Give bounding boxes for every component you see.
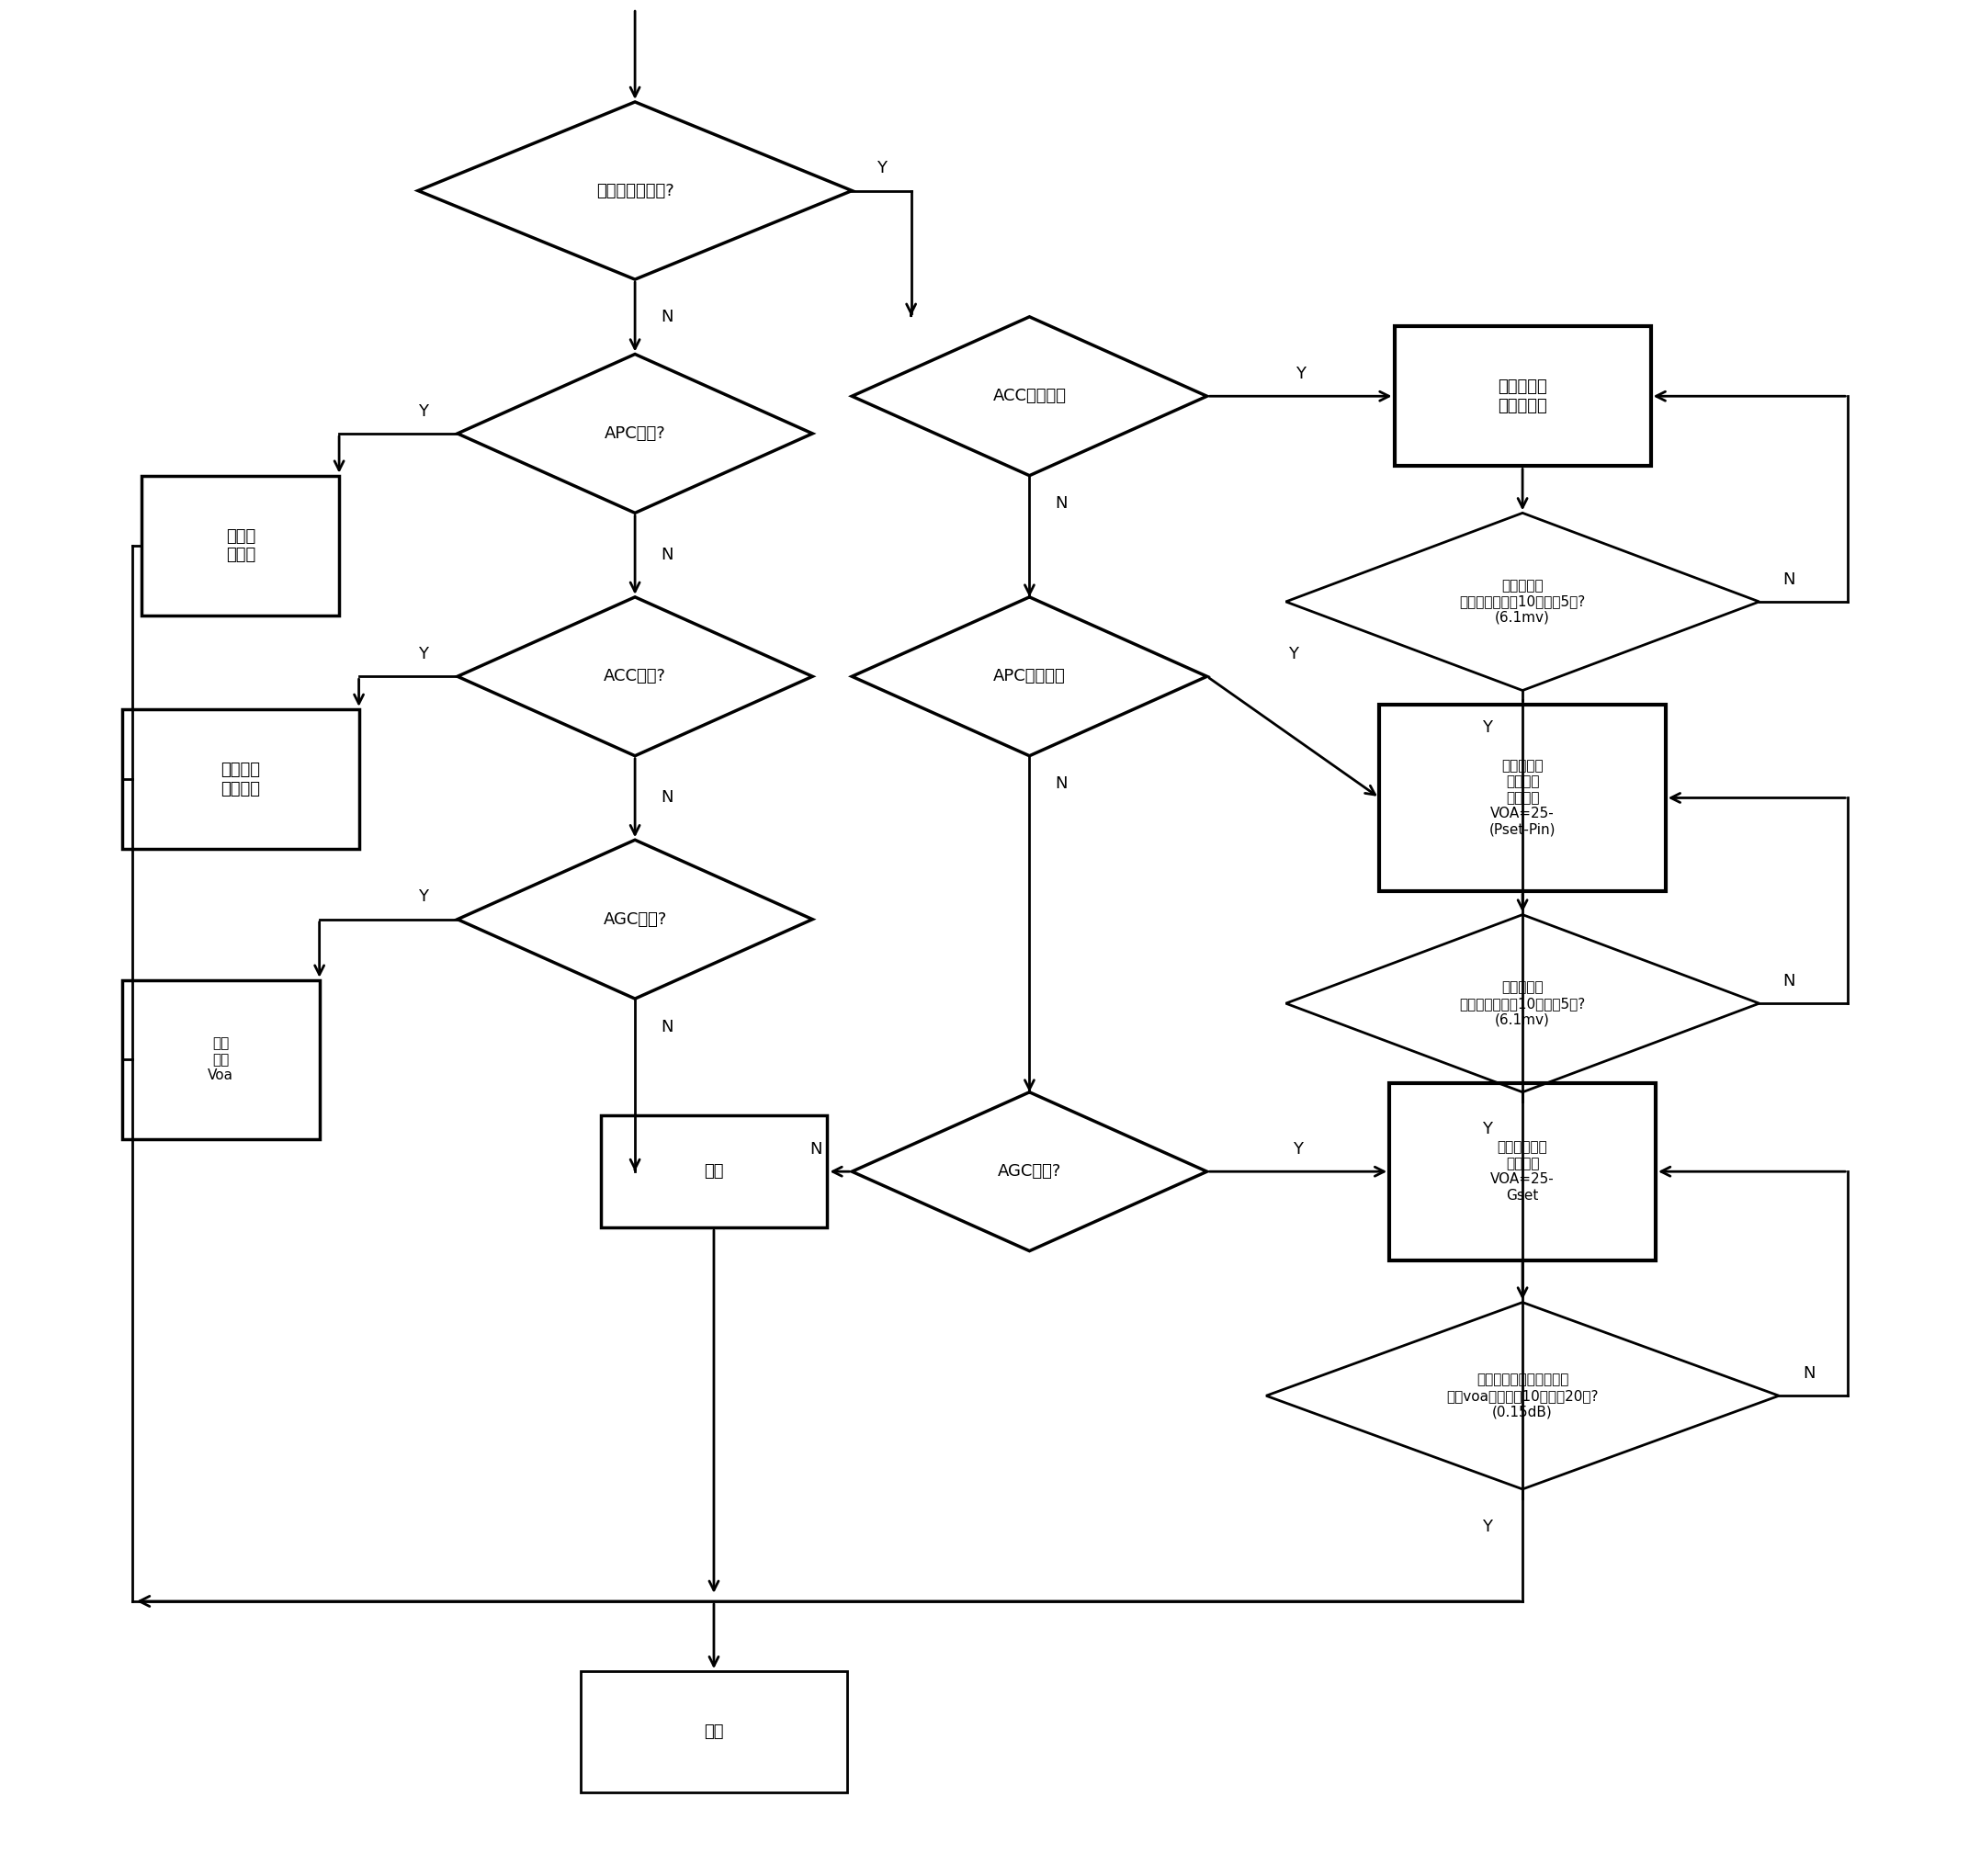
Text: N: N bbox=[661, 790, 673, 807]
Bar bbox=[123, 709, 358, 850]
Bar bbox=[600, 1116, 828, 1227]
Text: APC模式设置: APC模式设置 bbox=[994, 668, 1065, 685]
Text: N: N bbox=[1782, 972, 1796, 989]
Text: 关泵: 关泵 bbox=[705, 1163, 725, 1180]
Bar bbox=[123, 979, 319, 1139]
Text: N: N bbox=[1055, 495, 1067, 512]
Text: 上位机模式设置?: 上位机模式设置? bbox=[596, 182, 673, 199]
Text: 泵浦电流与
设置値偏差连续10个小于5码?
(6.1mv): 泵浦电流与 设置値偏差连续10个小于5码? (6.1mv) bbox=[1459, 580, 1586, 625]
Text: Y: Y bbox=[1481, 720, 1493, 735]
Text: APC模式?: APC模式? bbox=[604, 426, 665, 443]
Text: N: N bbox=[661, 1019, 673, 1036]
Text: Y: Y bbox=[418, 645, 428, 662]
Text: Y: Y bbox=[1295, 366, 1305, 383]
Bar bbox=[1380, 705, 1665, 891]
Text: ACC模式设置: ACC模式设置 bbox=[992, 388, 1065, 405]
Text: N: N bbox=[1055, 775, 1067, 792]
Text: Y: Y bbox=[1289, 645, 1299, 662]
Text: 设置跟踪泵
输出功率
设置跟踪
VOA=25-
(Pset-Pin): 设置跟踪泵 输出功率 设置跟踪 VOA=25- (Pset-Pin) bbox=[1489, 760, 1556, 837]
Bar bbox=[580, 1672, 847, 1793]
Text: N: N bbox=[661, 308, 673, 325]
Text: ACC模式?: ACC模式? bbox=[604, 668, 665, 685]
Text: N: N bbox=[1782, 570, 1796, 587]
Text: AGC模式?: AGC模式? bbox=[998, 1163, 1061, 1180]
Bar bbox=[1390, 1082, 1655, 1261]
Text: 返回: 返回 bbox=[705, 1724, 725, 1741]
Text: Y: Y bbox=[418, 403, 428, 420]
Text: N: N bbox=[810, 1141, 822, 1157]
Text: 输出功率与
设置値偏差连续10个小于5码?
(6.1mv): 输出功率与 设置値偏差连续10个小于5码? (6.1mv) bbox=[1459, 981, 1586, 1026]
Text: N: N bbox=[1802, 1366, 1816, 1381]
Text: Y: Y bbox=[418, 889, 428, 904]
Text: Y: Y bbox=[1481, 1122, 1493, 1137]
Text: 跟踪
增益
Voa: 跟踪 增益 Voa bbox=[208, 1037, 234, 1082]
Text: 设置跟踪泵
浦驱动电流: 设置跟踪泵 浦驱动电流 bbox=[1497, 379, 1546, 415]
Text: Y: Y bbox=[1293, 1141, 1303, 1157]
Text: Y: Y bbox=[1481, 1518, 1493, 1535]
Text: 跟踪泵浦
驱动电流: 跟踪泵浦 驱动电流 bbox=[220, 762, 259, 797]
Text: 跟踪输
出功率: 跟踪输 出功率 bbox=[226, 527, 255, 563]
Text: AGC模式?: AGC模式? bbox=[604, 912, 667, 927]
Text: 输出功率与期望输出功率
偏差voa偏差连续10个小于20码?
(0.15dB): 输出功率与期望输出功率 偏差voa偏差连续10个小于20码? (0.15dB) bbox=[1447, 1373, 1598, 1418]
Text: N: N bbox=[661, 546, 673, 563]
Bar bbox=[143, 477, 339, 615]
Text: 设置跟踪增益
设置跟踪
VOA=25-
Gset: 设置跟踪增益 设置跟踪 VOA=25- Gset bbox=[1491, 1141, 1554, 1203]
Bar bbox=[1394, 326, 1651, 467]
Text: Y: Y bbox=[877, 159, 887, 176]
